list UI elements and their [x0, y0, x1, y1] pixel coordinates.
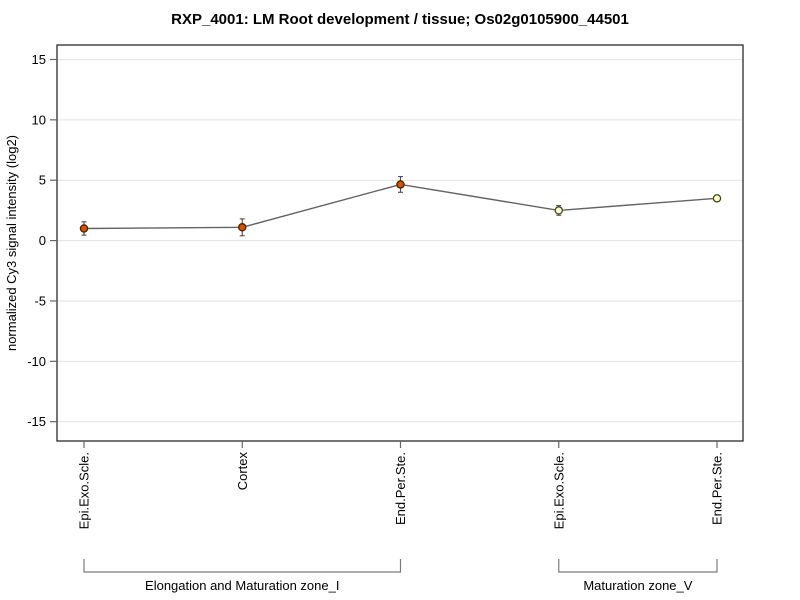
- chart-title: RXP_4001: LM Root development / tissue; …: [171, 11, 629, 28]
- x-tick-label: Epi.Exo.Scle.: [77, 452, 92, 529]
- x-tick-label: End.Per.Ste.: [393, 452, 408, 525]
- group-label: Elongation and Maturation zone_I: [145, 578, 339, 593]
- data-point: [79, 224, 89, 233]
- y-tick-label: 15: [32, 52, 46, 67]
- group-bracket: [558, 559, 718, 573]
- x-tick-label: Epi.Exo.Scle.: [551, 452, 566, 529]
- data-point: [396, 180, 405, 189]
- group-label: Maturation zone_V: [583, 578, 692, 593]
- x-tick-label: End.Per.Ste.: [710, 452, 725, 525]
- y-tick-label: -10: [27, 354, 46, 369]
- data-point: [554, 206, 564, 215]
- y-tick-label: -5: [34, 293, 46, 308]
- x-tick-label: Cortex: [235, 452, 250, 491]
- y-tick-label: 10: [32, 112, 46, 127]
- y-tick-label: 0: [39, 233, 46, 248]
- plot-border: [56, 44, 744, 442]
- y-tick-label: -15: [27, 414, 46, 429]
- group-bracket: [83, 559, 402, 573]
- data-point: [712, 194, 722, 203]
- y-axis-label: normalized Cy3 signal intensity (log2): [4, 134, 19, 352]
- data-point: [237, 223, 247, 232]
- y-tick-label: 5: [39, 173, 46, 188]
